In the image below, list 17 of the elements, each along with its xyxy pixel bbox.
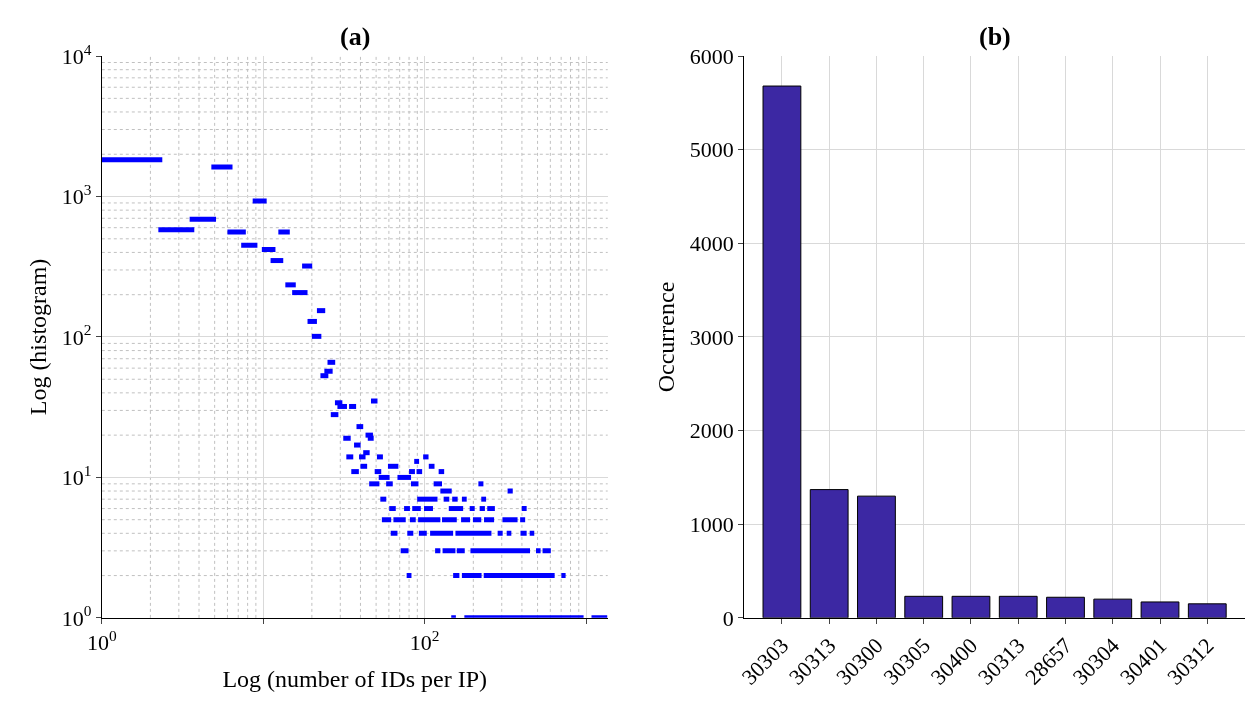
y-tick-label: 3000 [689,324,734,350]
x-axis-title: Log (number of IDs per IP) [222,665,488,692]
chart-title: (b) [979,22,1011,51]
y-tick-label: 0 [722,605,734,631]
chart-title: (a) [340,22,371,51]
x-tick-label: 10$^{2}$ [409,627,440,656]
y-tick-label: 10$^{4}$ [61,40,92,69]
y-axis-title: Occurrence [652,281,679,393]
y-tick-label: 10$^{3}$ [61,180,92,210]
y-tick-label: 10$^{1}$ [61,461,92,491]
y-tick-label: 5000 [689,137,734,163]
y-axis-title: Log (histogram) [24,258,51,416]
y-tick-label: 6000 [689,43,734,69]
y-tick-label: 4000 [689,231,734,257]
y-tick-label: 1000 [689,511,734,537]
y-tick-label: 10$^{2}$ [61,321,92,350]
y-tick-label: 2000 [689,418,734,444]
